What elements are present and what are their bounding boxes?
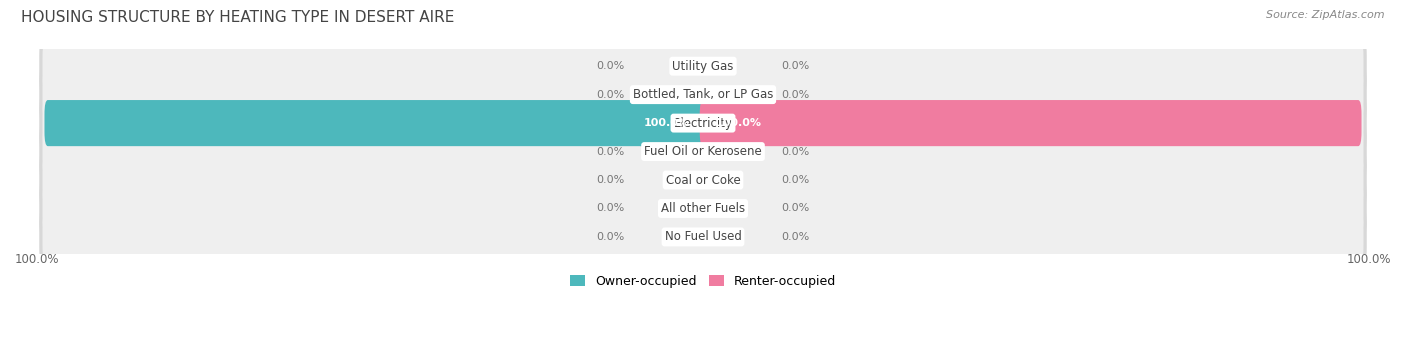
Text: 100.0%: 100.0% xyxy=(15,253,59,266)
Text: 0.0%: 0.0% xyxy=(782,61,810,71)
Text: 100.0%: 100.0% xyxy=(716,118,762,128)
FancyBboxPatch shape xyxy=(45,100,706,146)
FancyBboxPatch shape xyxy=(39,62,1367,128)
Legend: Owner-occupied, Renter-occupied: Owner-occupied, Renter-occupied xyxy=(565,270,841,293)
FancyBboxPatch shape xyxy=(42,205,1364,269)
Text: 100.0%: 100.0% xyxy=(1347,253,1391,266)
Text: Coal or Coke: Coal or Coke xyxy=(665,174,741,187)
Text: Source: ZipAtlas.com: Source: ZipAtlas.com xyxy=(1267,10,1385,20)
FancyBboxPatch shape xyxy=(42,63,1364,126)
FancyBboxPatch shape xyxy=(42,34,1364,98)
FancyBboxPatch shape xyxy=(39,147,1367,213)
Text: 0.0%: 0.0% xyxy=(782,204,810,213)
Text: 0.0%: 0.0% xyxy=(596,232,624,242)
Text: 0.0%: 0.0% xyxy=(596,175,624,185)
Text: No Fuel Used: No Fuel Used xyxy=(665,231,741,243)
Text: 100.0%: 100.0% xyxy=(644,118,690,128)
Text: All other Fuels: All other Fuels xyxy=(661,202,745,215)
Text: 0.0%: 0.0% xyxy=(596,147,624,157)
FancyBboxPatch shape xyxy=(42,177,1364,240)
Text: 0.0%: 0.0% xyxy=(782,147,810,157)
FancyBboxPatch shape xyxy=(39,176,1367,241)
Text: 0.0%: 0.0% xyxy=(596,204,624,213)
Text: Fuel Oil or Kerosene: Fuel Oil or Kerosene xyxy=(644,145,762,158)
Text: 0.0%: 0.0% xyxy=(596,61,624,71)
FancyBboxPatch shape xyxy=(42,91,1364,155)
FancyBboxPatch shape xyxy=(39,119,1367,184)
Text: 0.0%: 0.0% xyxy=(596,90,624,100)
Text: Utility Gas: Utility Gas xyxy=(672,60,734,73)
Text: Electricity: Electricity xyxy=(673,117,733,130)
Text: HOUSING STRUCTURE BY HEATING TYPE IN DESERT AIRE: HOUSING STRUCTURE BY HEATING TYPE IN DES… xyxy=(21,10,454,25)
Text: 0.0%: 0.0% xyxy=(782,232,810,242)
FancyBboxPatch shape xyxy=(42,120,1364,183)
FancyBboxPatch shape xyxy=(42,148,1364,212)
Text: 0.0%: 0.0% xyxy=(782,90,810,100)
FancyBboxPatch shape xyxy=(700,100,1361,146)
FancyBboxPatch shape xyxy=(39,33,1367,99)
FancyBboxPatch shape xyxy=(39,90,1367,156)
Text: Bottled, Tank, or LP Gas: Bottled, Tank, or LP Gas xyxy=(633,88,773,101)
Text: 0.0%: 0.0% xyxy=(782,175,810,185)
FancyBboxPatch shape xyxy=(39,204,1367,270)
